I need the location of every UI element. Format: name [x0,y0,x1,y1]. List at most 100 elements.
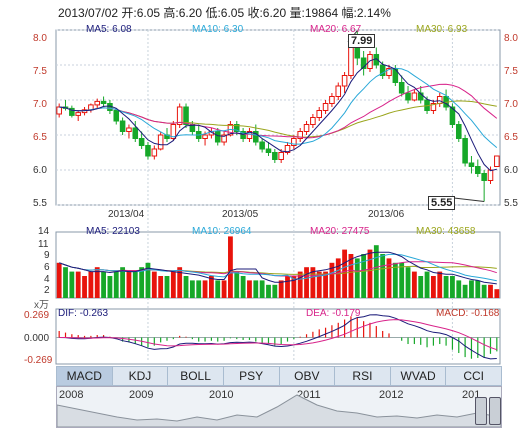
macd-tick: 0.000 [24,333,50,344]
volume-bar [196,280,202,298]
candle-body [335,85,342,97]
candle-body [284,145,291,153]
candle-body [303,124,310,132]
candle-body [360,57,367,69]
navigator-year: 2010 [209,389,234,401]
price-tick-right: 6.5 [504,132,518,143]
volume-bar [56,262,62,298]
volume-ma10-label: MA10: 26964 [192,226,252,237]
candle-body [69,107,75,116]
quote-summary: 2013/07/02 开:6.05 高:6.20 低:6.05 收:6.20 量… [58,6,391,20]
candle-body [259,141,265,150]
candle-body [481,173,487,181]
navigator-year: 2009 [129,389,154,401]
candle-body [75,112,81,116]
date-tick: 2013/05 [222,209,259,220]
candle-body [310,117,316,125]
volume-bar [437,271,443,298]
macd-dif-line [59,314,497,360]
date-tick: 2013/06 [368,209,405,220]
volume-bar [228,236,233,298]
volume-ma5-label: MA5: 22103 [86,226,140,237]
volume-bar [221,280,227,298]
tab-boll[interactable]: BOLL [168,367,224,385]
price-tick-left: 5.5 [33,198,47,209]
date-tick: 2013/04 [108,209,145,220]
candlesticks [56,30,500,202]
volume-bar [272,284,278,298]
navigator-right-handle[interactable] [489,397,501,425]
volume-bar [202,280,208,298]
candle-body [183,106,189,125]
macd-dea-line [59,319,497,351]
volume-bar [475,280,481,298]
volume-bar [145,262,151,298]
candle-body [138,138,145,146]
low-callout-leader [453,197,485,202]
navigator-year: 2012 [379,389,404,401]
tab-macd[interactable]: MACD [57,367,113,385]
candle-body [494,155,500,167]
macd-tick: 0.269 [24,310,50,321]
volume-unit-label: x万 [34,300,49,311]
volume-bar [139,267,145,298]
volume-bar [329,262,335,298]
candle-body [398,82,405,94]
candle-body [417,92,424,101]
navigator-year: 2008 [59,389,84,401]
volume-bar [411,271,417,298]
volume-bar [82,276,87,298]
candle-body [405,92,411,101]
volume-bar [234,271,240,298]
candle-body [202,134,208,139]
tab-psy[interactable]: PSY [224,367,280,385]
price-ma20-line [59,83,498,139]
candle-body [81,109,88,114]
volume-bar [88,271,94,298]
price-ma10-line [59,67,498,148]
indicator-tabs: MACD KDJ BOLL PSY OBV RSI WVAD CCI [56,366,502,386]
tab-obv[interactable]: OBV [280,367,336,385]
volume-bar [348,254,354,298]
volume-bar [247,280,252,298]
price-tick-right: 5.5 [504,198,518,209]
volume-tick: 4 [44,274,50,285]
candle-body [176,106,183,125]
volume-bar [342,249,348,298]
volume-tick: 6 [44,262,50,273]
tab-wvad[interactable]: WVAD [391,367,447,385]
price-tick-left: 6.5 [33,132,47,143]
volume-bar [367,249,373,298]
volume-bar [462,284,468,298]
volume-bar [158,276,164,298]
tab-rsi[interactable]: RSI [335,367,391,385]
candle-body [462,138,468,164]
candle-body [297,131,303,139]
navigator-left-handle[interactable] [475,397,487,425]
macd-dea-label: DEA: -0.179 [306,308,361,319]
volume-bar [132,271,138,298]
volume-bar [278,280,284,298]
high-price-callout: 7.99 [348,34,376,48]
volume-bar [386,258,392,298]
volume-bar [208,276,214,298]
candle-body [354,47,361,59]
candle-body [145,145,151,157]
time-navigator[interactable]: 2008 2009 2010 2011 2012 201 [56,386,502,428]
candle-body [272,152,278,160]
volume-tick: 14 [38,226,50,237]
candle-body [475,166,481,174]
tab-kdj[interactable]: KDJ [113,367,169,385]
candle-body [157,134,164,150]
volume-bar [126,271,132,298]
candle-body [411,92,418,101]
volume-tick: 2 [44,285,50,296]
candle-body [170,124,177,139]
tab-cci[interactable]: CCI [463,369,485,383]
volume-bar [424,271,430,298]
candle-body [341,75,348,87]
candle-body [119,120,126,132]
price-ma10-label: MA10: 6.30 [192,24,244,35]
volume-bar [481,284,487,298]
volume-bar [297,271,303,298]
